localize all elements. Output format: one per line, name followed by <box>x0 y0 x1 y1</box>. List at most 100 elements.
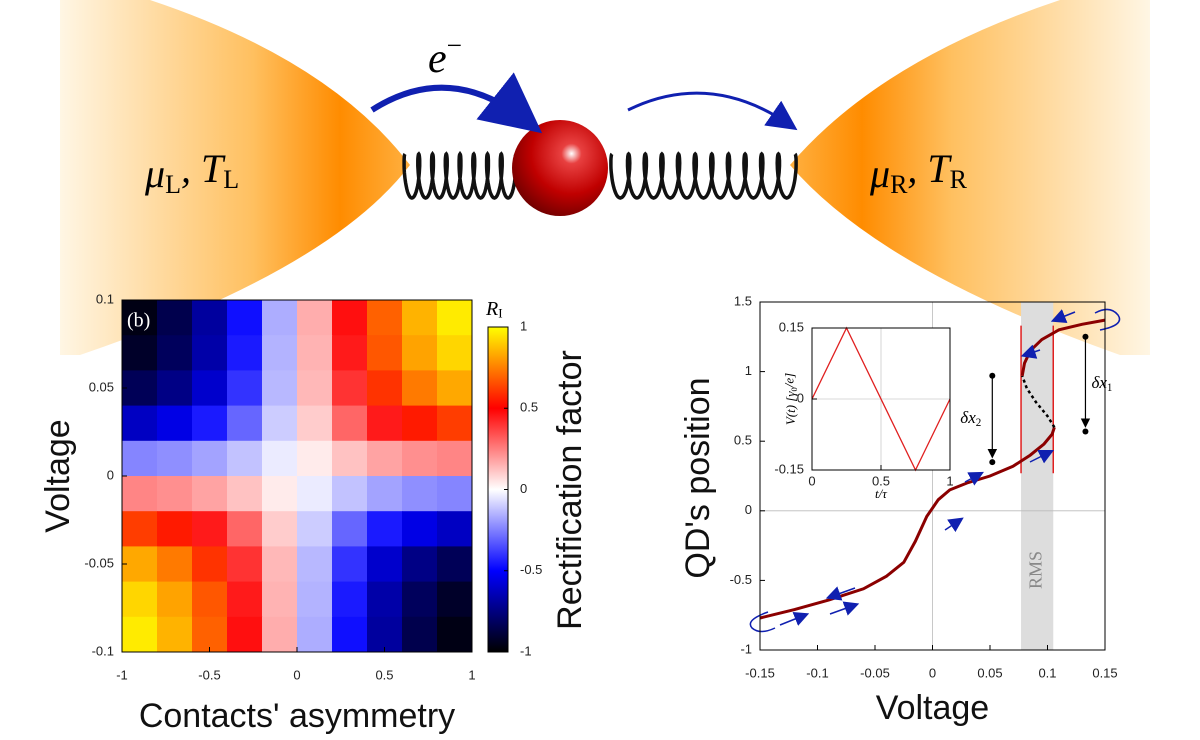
x-tick-label: 0.5 <box>872 473 890 488</box>
motion-hint <box>829 601 860 616</box>
heat-cell <box>157 405 193 442</box>
heat-cell <box>402 511 438 547</box>
x-tick-label: -0.1 <box>806 665 828 680</box>
spring <box>402 150 518 200</box>
text-part: − <box>447 31 462 61</box>
text-part: I <box>498 306 502 321</box>
heat-cell <box>192 370 228 407</box>
colorbar-tick-label: 0 <box>520 481 527 496</box>
heat-cell <box>262 370 298 407</box>
heat-cell <box>297 546 333 583</box>
heat-cell <box>332 581 368 618</box>
panel-label: (b) <box>127 310 150 332</box>
electron-arrow <box>627 91 798 131</box>
heat-cell <box>297 300 333 336</box>
heat-cell <box>437 511 473 547</box>
heat-cell <box>262 546 298 583</box>
heat-cell <box>192 300 228 336</box>
text-part: 1 <box>1107 382 1113 394</box>
motion-hint <box>1020 344 1041 359</box>
text-part: /e] <box>781 373 796 388</box>
heat-cell <box>297 405 333 442</box>
x-tick-label: 0 <box>293 667 300 682</box>
y-tick-label: 0 <box>745 502 752 517</box>
heat-cell <box>262 405 298 442</box>
y-tick-label: -0.1 <box>92 643 114 658</box>
heat-cell <box>367 335 403 371</box>
heat-cell <box>227 511 263 547</box>
heat-cell <box>437 370 473 407</box>
arrow-end <box>1082 428 1089 435</box>
y-axis-label: QD's position <box>679 377 717 578</box>
y-tick-label: 0.15 <box>779 319 804 334</box>
heat-cell <box>262 300 298 336</box>
heat-cell <box>192 335 228 371</box>
y-tick-label: 0.5 <box>734 433 752 448</box>
y-tick-label: 0 <box>797 390 804 405</box>
arrow-label: δx2 <box>960 408 981 428</box>
colorbar-tick-label: 1 <box>520 318 527 333</box>
arrow-label: δx1 <box>1091 373 1112 393</box>
heat-cell <box>262 581 298 618</box>
heat-cell <box>157 511 193 547</box>
heat-cell <box>402 440 438 477</box>
colorbar-title: Rectification factor <box>551 350 589 630</box>
heat-cell <box>192 405 228 442</box>
heat-cell <box>402 405 438 442</box>
inset-y-label: V(t) [γ0/e] <box>781 373 799 425</box>
x-tick-label: 1 <box>946 473 953 488</box>
heat-cell <box>122 300 158 336</box>
heat-cell <box>437 300 473 336</box>
heat-cell <box>332 546 368 583</box>
curve <box>1020 318 1106 377</box>
heat-cell <box>157 546 193 583</box>
heat-cell <box>402 335 438 371</box>
motion-hint <box>964 471 984 486</box>
heat-cell <box>437 405 473 442</box>
text-part: V(t) [γ <box>783 391 798 426</box>
heat-cell <box>297 581 333 618</box>
heat-cell <box>122 440 158 477</box>
plot-frame <box>121 299 473 653</box>
text-part: 0 <box>789 387 799 391</box>
inset-curve <box>811 326 951 472</box>
x-axis-label: Contacts' asymmetry <box>139 697 455 735</box>
x-tick-label: -0.5 <box>198 667 220 682</box>
colorbar-tick-label: 0.5 <box>520 400 538 415</box>
heat-cell <box>227 300 263 336</box>
heat-cell <box>262 511 298 547</box>
colorbar-tick-label: -1 <box>520 643 532 658</box>
heat-cell <box>332 476 368 512</box>
heat-cell <box>192 546 228 583</box>
heat-cell <box>367 440 403 477</box>
heat-cell <box>192 616 228 653</box>
heat-cell <box>402 546 438 583</box>
x-tick-label: -1 <box>116 667 128 682</box>
heat-cell <box>367 370 403 407</box>
heat-cell <box>402 581 438 618</box>
text-part: L <box>165 170 181 199</box>
text-part: R <box>890 170 908 199</box>
x-tick-label: 0.1 <box>1038 665 1056 680</box>
text-part: , <box>181 146 201 191</box>
x-tick-label: 0.05 <box>977 665 1002 680</box>
x-tick-label: 0.15 <box>1092 665 1117 680</box>
heat-cell <box>157 581 193 618</box>
arrow-end <box>989 372 996 379</box>
heat-cell <box>227 616 263 653</box>
colorbar-label: RI <box>485 298 503 321</box>
electron-arrow <box>370 72 543 134</box>
heat-cell <box>122 335 158 371</box>
heat-cell <box>227 405 263 442</box>
heat-cell <box>192 581 228 618</box>
text-part: δx <box>960 408 976 427</box>
heat-cell <box>297 440 333 477</box>
heat-cell <box>157 476 193 512</box>
heat-cell <box>402 476 438 512</box>
arrow-end <box>989 459 996 466</box>
heat-cell <box>297 335 333 371</box>
heat-cell <box>437 476 473 512</box>
text-part: 2 <box>976 416 982 428</box>
text-part: μ <box>869 151 890 196</box>
